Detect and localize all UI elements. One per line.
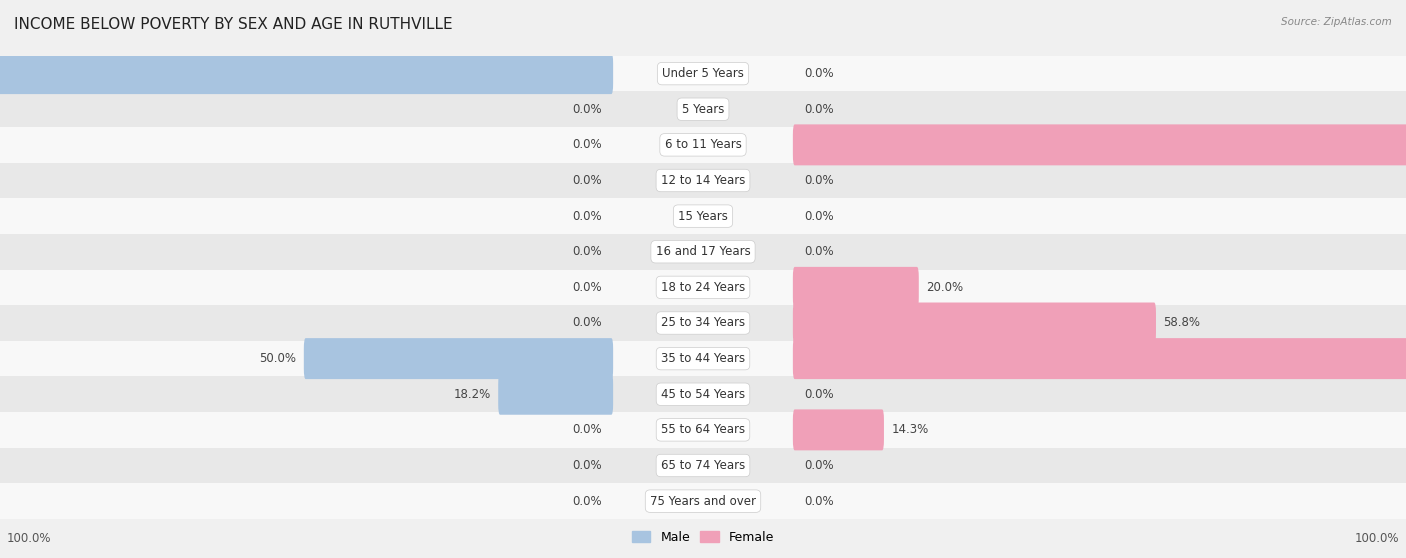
Text: INCOME BELOW POVERTY BY SEX AND AGE IN RUTHVILLE: INCOME BELOW POVERTY BY SEX AND AGE IN R…	[14, 17, 453, 32]
FancyBboxPatch shape	[793, 302, 1156, 344]
Text: 50.0%: 50.0%	[260, 352, 297, 365]
Text: 75 Years and over: 75 Years and over	[650, 494, 756, 508]
Text: 16 and 17 Years: 16 and 17 Years	[655, 246, 751, 258]
FancyBboxPatch shape	[0, 127, 1406, 163]
Text: 14.3%: 14.3%	[891, 424, 928, 436]
FancyBboxPatch shape	[793, 410, 884, 450]
FancyBboxPatch shape	[0, 341, 1406, 377]
Text: 0.0%: 0.0%	[804, 494, 834, 508]
Text: 0.0%: 0.0%	[572, 246, 602, 258]
Text: 0.0%: 0.0%	[572, 103, 602, 116]
Text: 18 to 24 Years: 18 to 24 Years	[661, 281, 745, 294]
Text: Under 5 Years: Under 5 Years	[662, 67, 744, 80]
Text: 0.0%: 0.0%	[804, 388, 834, 401]
Text: 35 to 44 Years: 35 to 44 Years	[661, 352, 745, 365]
Text: 0.0%: 0.0%	[804, 210, 834, 223]
Text: 0.0%: 0.0%	[572, 316, 602, 329]
FancyBboxPatch shape	[0, 270, 1406, 305]
Legend: Male, Female: Male, Female	[627, 526, 779, 549]
Text: 100.0%: 100.0%	[7, 532, 52, 545]
Text: 25 to 34 Years: 25 to 34 Years	[661, 316, 745, 329]
FancyBboxPatch shape	[793, 124, 1406, 165]
FancyBboxPatch shape	[0, 305, 1406, 341]
Text: 0.0%: 0.0%	[572, 281, 602, 294]
Text: 45 to 54 Years: 45 to 54 Years	[661, 388, 745, 401]
Text: 15 Years: 15 Years	[678, 210, 728, 223]
FancyBboxPatch shape	[793, 267, 918, 308]
Text: 0.0%: 0.0%	[804, 459, 834, 472]
Text: 0.0%: 0.0%	[572, 459, 602, 472]
Text: 58.8%: 58.8%	[1163, 316, 1201, 329]
Text: 0.0%: 0.0%	[572, 424, 602, 436]
Text: 55 to 64 Years: 55 to 64 Years	[661, 424, 745, 436]
FancyBboxPatch shape	[0, 377, 1406, 412]
Text: Source: ZipAtlas.com: Source: ZipAtlas.com	[1281, 17, 1392, 27]
Text: 0.0%: 0.0%	[804, 103, 834, 116]
FancyBboxPatch shape	[793, 338, 1406, 379]
FancyBboxPatch shape	[0, 234, 1406, 270]
FancyBboxPatch shape	[0, 198, 1406, 234]
FancyBboxPatch shape	[0, 92, 1406, 127]
Text: 5 Years: 5 Years	[682, 103, 724, 116]
Text: 20.0%: 20.0%	[927, 281, 963, 294]
Text: 12 to 14 Years: 12 to 14 Years	[661, 174, 745, 187]
FancyBboxPatch shape	[0, 412, 1406, 448]
FancyBboxPatch shape	[304, 338, 613, 379]
Text: 0.0%: 0.0%	[572, 174, 602, 187]
FancyBboxPatch shape	[0, 448, 1406, 483]
FancyBboxPatch shape	[0, 53, 613, 94]
FancyBboxPatch shape	[0, 56, 1406, 92]
Text: 18.2%: 18.2%	[454, 388, 491, 401]
Text: 0.0%: 0.0%	[572, 138, 602, 151]
Text: 0.0%: 0.0%	[804, 174, 834, 187]
Text: 0.0%: 0.0%	[572, 210, 602, 223]
FancyBboxPatch shape	[498, 374, 613, 415]
Text: 65 to 74 Years: 65 to 74 Years	[661, 459, 745, 472]
FancyBboxPatch shape	[0, 483, 1406, 519]
Text: 100.0%: 100.0%	[1354, 532, 1399, 545]
Text: 0.0%: 0.0%	[804, 246, 834, 258]
FancyBboxPatch shape	[0, 163, 1406, 198]
Text: 6 to 11 Years: 6 to 11 Years	[665, 138, 741, 151]
Text: 0.0%: 0.0%	[804, 67, 834, 80]
Text: 0.0%: 0.0%	[572, 494, 602, 508]
